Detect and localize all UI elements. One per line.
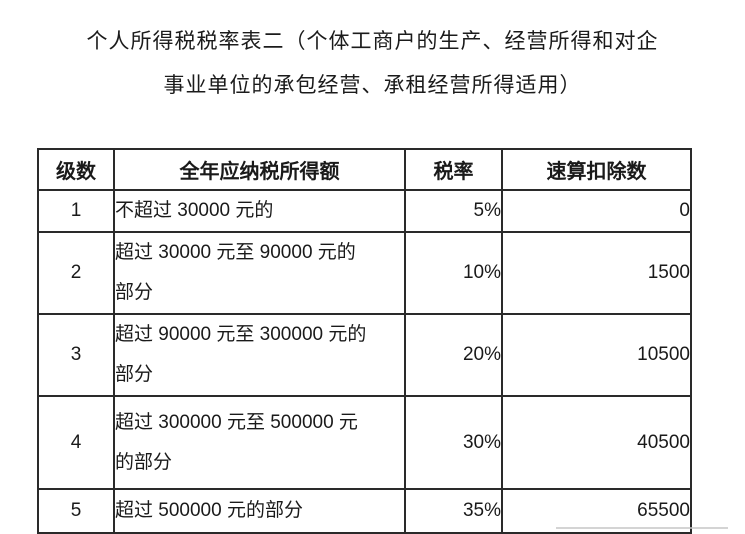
- table-header-row: 级数 全年应纳税所得额 税率 速算扣除数: [37, 148, 692, 191]
- title-line-1: 个人所得税税率表二（个体工商户的生产、经营所得和对企: [86, 30, 659, 53]
- cell-level: 3: [37, 313, 115, 397]
- cell-level: 1: [37, 189, 115, 233]
- cell-rate: 30%: [404, 395, 503, 490]
- table-row: 3 超过 90000 元至 300000 元的 部分 20% 10500: [37, 313, 692, 397]
- header-level: 级数: [37, 148, 115, 191]
- cell-deduction: 65500: [501, 488, 692, 534]
- page-edge-artifact: [556, 527, 728, 529]
- cell-level: 4: [37, 395, 115, 490]
- tax-rate-table: 级数 全年应纳税所得额 税率 速算扣除数 1 不超过 30000 元的 5% 0…: [37, 148, 692, 534]
- cell-level: 5: [37, 488, 115, 534]
- header-rate: 税率: [404, 148, 503, 191]
- cell-rate: 20%: [404, 313, 503, 397]
- table-row: 1 不超过 30000 元的 5% 0: [37, 189, 692, 233]
- cell-income: 超过 30000 元至 90000 元的 部分: [113, 231, 406, 315]
- header-deduction: 速算扣除数: [501, 148, 692, 191]
- cell-deduction: 1500: [501, 231, 692, 315]
- cell-rate: 5%: [404, 189, 503, 233]
- page-title: 个人所得税税率表二（个体工商户的生产、经营所得和对企 事业单位的承包经营、承租经…: [0, 20, 745, 108]
- cell-income: 超过 500000 元的部分: [113, 488, 406, 534]
- cell-deduction: 0: [501, 189, 692, 233]
- header-income: 全年应纳税所得额: [113, 148, 406, 191]
- table-row: 5 超过 500000 元的部分 35% 65500: [37, 488, 692, 534]
- table-row: 2 超过 30000 元至 90000 元的 部分 10% 1500: [37, 231, 692, 315]
- cell-deduction: 40500: [501, 395, 692, 490]
- cell-rate: 10%: [404, 231, 503, 315]
- cell-income: 超过 300000 元至 500000 元 的部分: [113, 395, 406, 490]
- cell-rate: 35%: [404, 488, 503, 534]
- cell-income: 不超过 30000 元的: [113, 189, 406, 233]
- table-row: 4 超过 300000 元至 500000 元 的部分 30% 40500: [37, 395, 692, 490]
- cell-level: 2: [37, 231, 115, 315]
- cell-income: 超过 90000 元至 300000 元的 部分: [113, 313, 406, 397]
- cell-deduction: 10500: [501, 313, 692, 397]
- title-line-2: 事业单位的承包经营、承租经营所得适用）: [163, 74, 582, 97]
